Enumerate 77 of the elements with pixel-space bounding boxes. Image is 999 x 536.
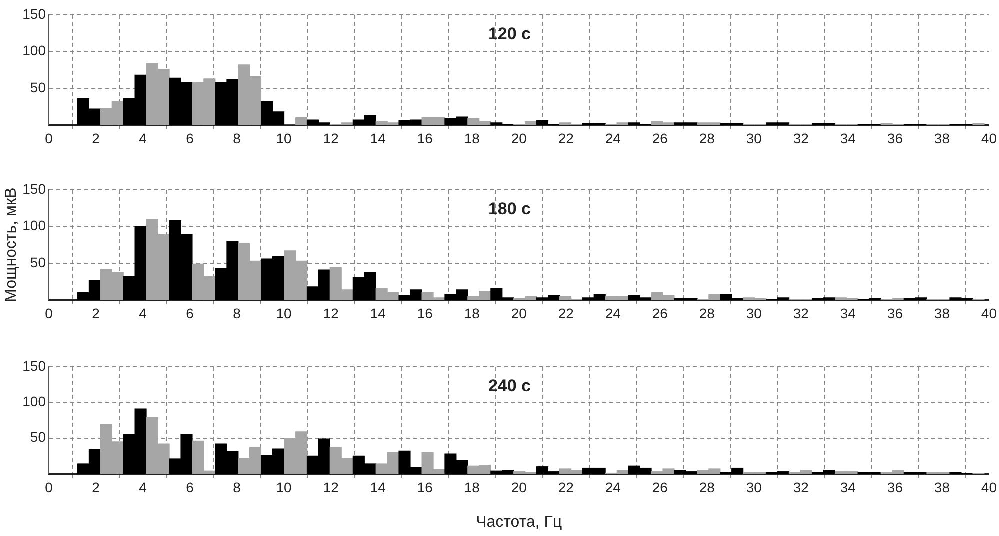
x-tick-label: 40 (981, 305, 998, 322)
x-tick-label: 10 (276, 305, 292, 322)
x-tick-label: 12 (323, 305, 340, 322)
x-tick-label: 2 (92, 130, 100, 146)
x-tick-label: 8 (233, 479, 242, 496)
x-tick-label: 16 (417, 479, 434, 496)
text: 120 c (488, 24, 531, 44)
x-tick-label: 6 (186, 305, 194, 322)
x-tick-label: 12 (323, 130, 340, 146)
x-tick-label: 10 (276, 479, 292, 496)
x-tick-label: 34 (840, 305, 856, 322)
text: 180 c (488, 200, 531, 219)
x-tick-label: 0 (45, 130, 54, 146)
x-tick-label: 26 (652, 479, 668, 496)
x-tick-label: 0 (45, 305, 54, 322)
x-tick-label: 36 (887, 305, 904, 322)
x-tick-label: 18 (464, 479, 480, 496)
x-tick-label: 40 (981, 479, 998, 496)
x-tick-label: 8 (233, 305, 242, 322)
x-tick-label: 34 (840, 130, 856, 146)
x-tick-label: 20 (511, 479, 528, 496)
x-tick-label: 14 (370, 479, 386, 496)
x-tick-label: 28 (699, 130, 716, 146)
y-tick-label: 50 (30, 429, 46, 446)
x-axis-title: Частота, Гц (476, 514, 562, 531)
x-tick-label: 38 (934, 479, 950, 496)
x-tick-label: 4 (139, 479, 148, 496)
x-tick-label: 4 (139, 305, 148, 322)
x-tick-label: 36 (887, 479, 904, 496)
x-tick-label: 20 (511, 130, 528, 146)
x-tick-label: 30 (746, 130, 762, 146)
x-tick-label: 26 (652, 305, 668, 322)
x-tick-label: 6 (186, 479, 194, 496)
y-axis-title: Мощность, мкВ (3, 188, 20, 302)
x-tick-label: 34 (840, 479, 856, 496)
x-tick-label: 38 (934, 305, 950, 322)
x-tick-label: 24 (605, 305, 622, 322)
y-tick-label: 100 (22, 218, 46, 234)
x-tick-label: 20 (511, 305, 528, 322)
x-tick-label: 14 (370, 305, 386, 322)
y-tick-label: 150 (22, 6, 46, 22)
x-tick-label: 6 (186, 130, 194, 146)
x-tick-label: 0 (45, 479, 54, 496)
x-tick-label: 16 (417, 130, 434, 146)
y-tick-label: 50 (30, 79, 46, 96)
x-tick-label: 32 (793, 130, 810, 146)
x-tick-label: 16 (417, 305, 434, 322)
x-tick-label: 8 (233, 130, 242, 146)
x-tick-label: 30 (746, 305, 762, 322)
x-tick-label: 28 (699, 479, 716, 496)
y-tick-label: 150 (22, 358, 46, 374)
x-tick-label: 32 (793, 305, 810, 322)
x-tick-label: 4 (139, 130, 148, 146)
y-tick-label: 100 (22, 42, 46, 59)
x-tick-label: 22 (558, 130, 574, 146)
x-tick-label: 2 (92, 479, 100, 496)
x-tick-label: 22 (558, 305, 574, 322)
x-tick-label: 32 (793, 479, 810, 496)
x-tick-label: 12 (323, 479, 340, 496)
x-tick-label: 40 (981, 130, 998, 146)
x-tick-label: 26 (652, 130, 668, 146)
x-tick-label: 38 (934, 130, 950, 146)
y-tick-label: 100 (22, 394, 46, 410)
x-tick-label: 36 (887, 130, 904, 146)
x-tick-label: 18 (464, 305, 480, 322)
x-tick-label: 14 (370, 130, 386, 146)
x-tick-label: 22 (558, 479, 574, 496)
x-tick-label: 18 (464, 130, 480, 146)
x-tick-label: 2 (92, 305, 100, 322)
text: 240 c (488, 376, 531, 396)
x-tick-label: 24 (605, 479, 622, 496)
y-tick-label: 150 (22, 180, 46, 197)
x-tick-label: 30 (746, 479, 762, 496)
x-tick-label: 10 (276, 130, 292, 146)
x-tick-label: 24 (605, 130, 622, 146)
x-tick-label: 28 (699, 305, 716, 322)
y-tick-label: 50 (30, 254, 46, 270)
